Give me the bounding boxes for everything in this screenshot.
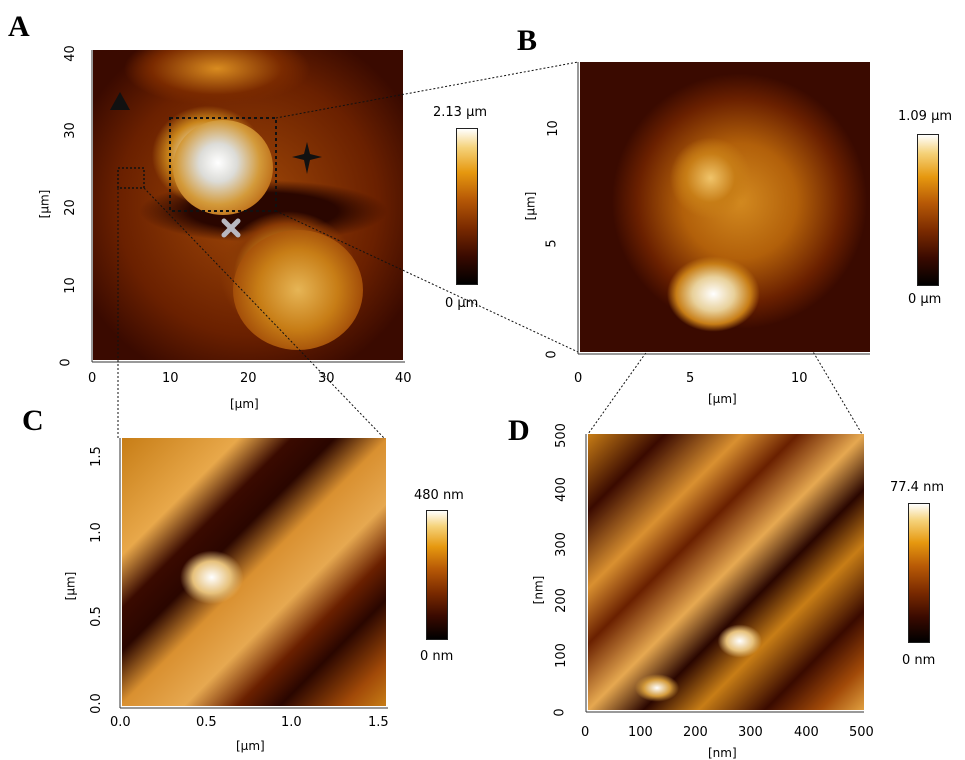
panel-d-ytick: 500 [553,423,569,448]
panel-a-ytick: 20 [62,199,78,216]
panel-d-ytick: 100 [553,643,569,668]
nucleus-lower-texture [233,230,363,350]
panel-b-xtick: 5 [686,371,695,386]
panel-d-colorbar-min: 0 nm [902,653,936,668]
panel-d-xtick: 400 [794,725,819,740]
panel-a-ylabel: [µm] [37,189,52,219]
panel-c-colorbar-min: 0 nm [420,649,454,664]
panel-c-ytick: 0.5 [88,606,104,627]
panel-d-ytick: 0 [552,708,568,717]
panel-b-ytick: 0 [544,350,560,359]
panel-a-letter: A [8,10,30,43]
panel-d-ylabel: [nm] [531,575,546,605]
panel-c-ylabel: [µm] [63,571,78,601]
panel-b-afm-image [580,62,870,352]
panel-c-ytick: 1.5 [88,446,104,467]
panel-b-colorbar [917,134,939,286]
panel-a-xlabel: [µm] [230,397,259,411]
panel-a-ytick: 30 [62,122,78,139]
panel-a-ytick: 40 [62,45,78,62]
panel-b-xlabel: [µm] [708,392,737,406]
panel-d-xtick: 0 [581,725,590,740]
panel-d-letter: D [508,414,530,447]
panel-b-ytick: 10 [545,120,561,137]
panel-a-ytick: 10 [62,277,78,294]
panel-a-xtick: 0 [88,371,97,386]
panel-c-xtick: 1.5 [368,715,389,730]
panel-d-colorbar-max: 77.4 nm [890,480,944,495]
panel-c-xlabel: [µm] [236,739,265,753]
panel-d-xtick: 500 [849,725,874,740]
panel-a-afm-image [93,50,403,360]
panel-a-xtick: 10 [162,371,179,386]
panel-a-xtick: 30 [318,371,335,386]
panel-c-xtick: 0.5 [196,715,217,730]
panel-b-colorbar-min: 0 µm [908,292,942,307]
panel-d-ytick: 200 [553,588,569,613]
panel-a-colorbar-max: 2.13 µm [433,105,488,120]
panel-c-ytick: 0.0 [88,693,104,714]
panel-b-colorbar-max: 1.09 µm [898,109,953,124]
panel-d-xtick: 200 [683,725,708,740]
panel-c-ytick: 1.0 [88,522,104,543]
panel-d-xtick: 300 [738,725,763,740]
panel-a-colorbar-min: 0 µm [445,296,479,311]
panel-b-xtick: 0 [574,371,583,386]
panel-a-ytick: 0 [58,358,74,367]
panel-d-xlabel: [nm] [708,746,737,760]
panel-c-colorbar-max: 480 nm [414,488,464,503]
panel-a-xtick: 40 [395,371,412,386]
panel-c-letter: C [22,404,44,437]
panel-d-afm-image [588,434,864,710]
panel-c-xtick: 0.0 [110,715,131,730]
panel-a-colorbar [456,128,478,285]
nucleus-upper-texture [173,120,273,215]
panel-c-colorbar [426,510,448,640]
panel-c-xtick: 1.0 [281,715,302,730]
panel-a-xtick: 20 [240,371,257,386]
panel-c-afm-image [122,438,386,706]
panel-d-xtick: 100 [628,725,653,740]
panel-d-ytick: 400 [553,477,569,502]
panel-d-ytick: 300 [553,532,569,557]
panel-b-letter: B [517,24,538,57]
panel-b-xtick: 10 [791,371,808,386]
panel-d-colorbar [908,503,930,643]
panel-b-ylabel: [µm] [523,191,538,221]
panel-b-ytick: 5 [544,239,560,248]
